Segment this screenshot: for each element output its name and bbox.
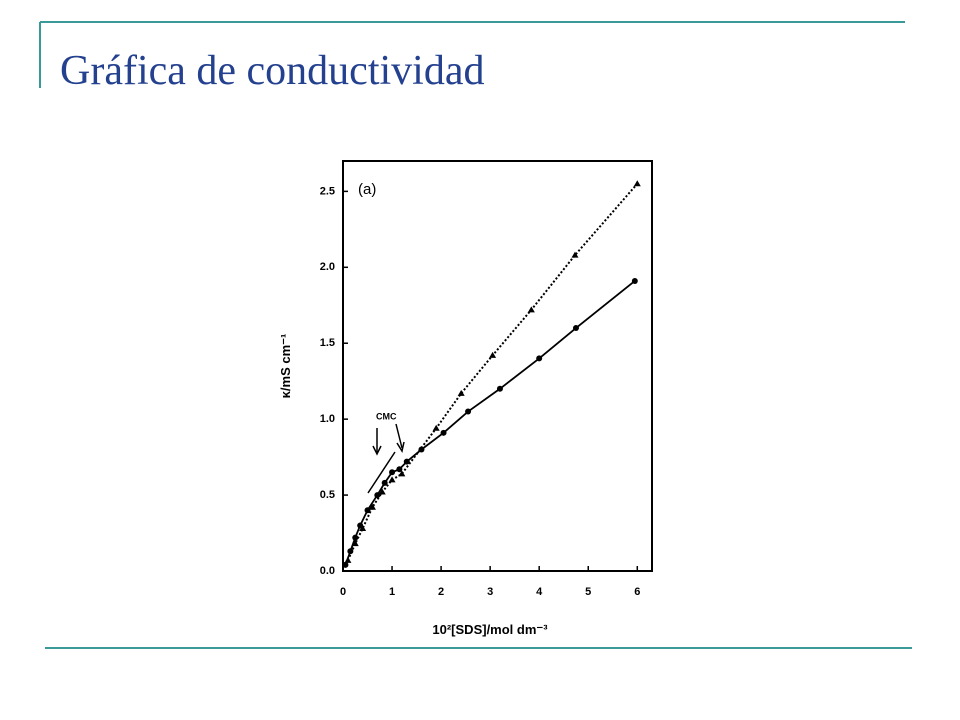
y-tick-label: 0.0 (320, 565, 335, 577)
triangle-point (457, 389, 465, 396)
y-axis-label: κ/mS cm⁻¹ (278, 334, 293, 399)
y-tick-label: 1.0 (320, 413, 335, 425)
circle-point (536, 355, 543, 362)
cmc-label: CMC (376, 411, 397, 421)
triangle-point (398, 470, 406, 477)
x-tick-label: 1 (389, 586, 395, 598)
x-axis-label: 10²[SDS]/mol dm⁻³ (432, 622, 548, 637)
x-tick-label: 6 (634, 586, 640, 598)
plot-frame (342, 160, 653, 572)
circle-point (496, 385, 503, 392)
triangle-point (368, 503, 376, 510)
circle-point (396, 466, 403, 473)
y-tick-label: 2.5 (320, 185, 335, 197)
triangle-point (351, 540, 359, 547)
panel-label: (a) (358, 181, 376, 198)
y-tick-label: 2.0 (320, 261, 335, 273)
triangle-point (378, 488, 386, 495)
x-tick-label: 0 (340, 586, 346, 598)
circle-point (374, 492, 381, 499)
cmc-arrows (367, 423, 405, 494)
circle-point (465, 408, 472, 415)
triangle-point (633, 180, 641, 187)
x-tick-label: 4 (536, 586, 543, 598)
triangle-point (489, 351, 497, 358)
circle-point (403, 458, 410, 465)
triangle-point (388, 476, 396, 483)
y-tick-label: 0.5 (320, 489, 335, 501)
triangle-point (359, 524, 367, 531)
circle-point (364, 507, 371, 514)
slide-title: Gráfica de conductividad (60, 48, 484, 94)
series-line (346, 183, 639, 561)
triangle-point (344, 556, 352, 563)
circle-point (342, 561, 349, 568)
triangle-point (571, 251, 579, 258)
x-tick-label: 5 (585, 586, 591, 598)
circle-point (352, 534, 359, 541)
x-tick-label: 3 (487, 586, 493, 598)
circle-point (631, 277, 638, 284)
circle-point (572, 325, 579, 332)
circle-point (389, 469, 396, 476)
y-tick-label: 1.5 (320, 337, 335, 349)
triangle-point (527, 306, 535, 313)
circle-point (381, 479, 388, 486)
x-tick-label: 2 (438, 586, 444, 598)
series-line (344, 280, 636, 566)
circle-point (440, 429, 447, 436)
triangle-point (432, 424, 440, 431)
